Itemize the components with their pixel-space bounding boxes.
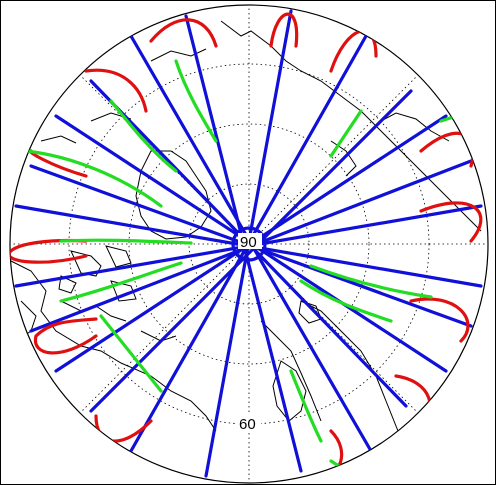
track-red-12	[10, 238, 88, 264]
track-red-6	[419, 201, 483, 243]
track-red-11	[33, 317, 98, 355]
track-green-4	[99, 314, 163, 393]
meridian-315	[79, 74, 250, 245]
track-red-1	[149, 18, 218, 48]
coastlines	[10, 20, 482, 452]
track-red-7	[409, 297, 470, 343]
meridian-45	[248, 74, 419, 245]
track-red-4	[84, 68, 148, 113]
coastline-eurasia	[220, 20, 482, 452]
track-blue-4	[89, 89, 413, 413]
lat-label-90: 90	[240, 234, 257, 251]
coastline-greenland	[135, 150, 212, 240]
lat-label-60-bg	[237, 414, 261, 432]
lat-circle-70	[128, 123, 370, 365]
track-blue-pole-ring	[231, 226, 267, 262]
lat-label-90-bg	[238, 233, 262, 249]
track-red-3	[329, 29, 378, 73]
track-green-6	[109, 99, 178, 173]
coastline-siberia	[40, 48, 450, 177]
tracks-green	[24, 59, 473, 478]
track-green-11	[309, 264, 433, 299]
track-green-5	[174, 59, 218, 143]
track-green-3	[59, 261, 183, 303]
track-red-2	[269, 12, 299, 48]
coastline-scandinavia	[272, 360, 307, 422]
meridian-135	[248, 243, 419, 414]
track-green-2	[59, 238, 193, 245]
track-green-1	[24, 149, 163, 208]
track-green-8	[289, 369, 323, 443]
track-green-7	[299, 279, 393, 323]
coastline-north-america	[10, 260, 217, 432]
lat-label-60: 60	[239, 416, 256, 433]
coastline-svalbard	[298, 300, 322, 324]
meridian-225	[79, 243, 250, 414]
track-green-9	[329, 109, 363, 158]
graticule	[10, 5, 488, 483]
